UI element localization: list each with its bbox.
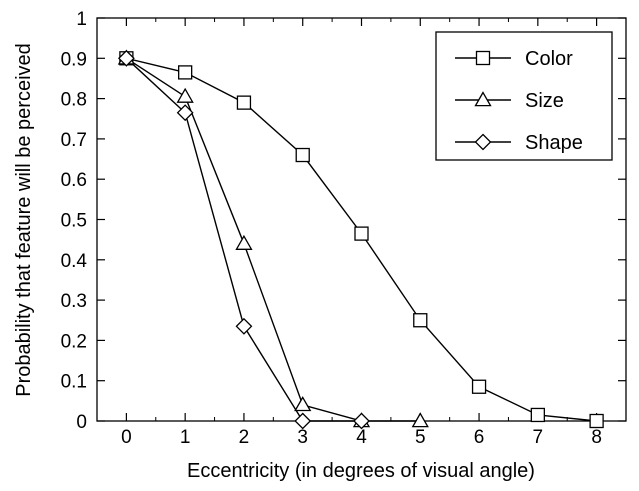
y-tick-label: 0.6	[61, 170, 87, 191]
legend-item: Shape	[455, 132, 583, 154]
data-point	[471, 379, 487, 394]
data-point	[411, 412, 429, 428]
data-point	[178, 65, 193, 80]
data-point	[294, 412, 312, 430]
data-point	[235, 234, 253, 250]
legend-item: Size	[455, 90, 564, 112]
y-tick-label: 0.4	[61, 251, 88, 272]
x-tick-label: 3	[297, 427, 308, 448]
tick-labels: 0 1 2 3 4 5 6 7 8 0 0.1 0.2 0.3 0.4 0.5 0.6 0.7 0.8 0.9 1	[61, 9, 602, 448]
x-tick-label: 2	[239, 427, 250, 448]
data-point	[235, 317, 253, 335]
series-markers-shape	[117, 49, 370, 430]
data-point	[295, 147, 310, 163]
data-point	[117, 49, 135, 67]
data-point	[236, 95, 252, 110]
y-tick-label: 0.5	[61, 211, 87, 232]
series-markers-size	[117, 49, 429, 428]
y-tick-label: 0.8	[61, 90, 87, 111]
legend-marker	[474, 133, 492, 151]
x-tick-label: 8	[591, 427, 602, 448]
y-axis-title: Probability that feature will be perceiv…	[13, 43, 35, 397]
data-point	[589, 413, 604, 429]
x-tick-label: 4	[356, 427, 367, 448]
x-tick-label: 6	[474, 427, 485, 448]
legend-label: Color	[525, 48, 573, 70]
legend-items: Color Size Shape	[455, 48, 583, 154]
data-point	[294, 396, 312, 412]
y-tick-label: 0.3	[61, 291, 87, 312]
series-markers-color	[119, 51, 604, 429]
axis-ticks	[97, 17, 626, 422]
legend-box	[435, 31, 613, 161]
data-point	[354, 226, 369, 241]
series-size	[126, 57, 421, 422]
legend-marker	[475, 50, 491, 66]
data-point	[413, 313, 428, 328]
data-point	[176, 87, 194, 103]
x-tick-label: 7	[533, 427, 544, 448]
y-tick-label: 0.9	[61, 49, 87, 70]
legend: Color Size Shape	[435, 31, 613, 161]
legend-label: Shape	[525, 132, 583, 154]
data-point	[176, 104, 194, 122]
x-tick-label: 5	[415, 427, 426, 448]
y-tick-label: 1	[76, 9, 87, 30]
legend-label: Size	[525, 90, 564, 112]
x-axis-title: Eccentricity (in degrees of visual angle…	[187, 460, 535, 482]
series-layer	[117, 49, 604, 430]
legend-item: Color	[455, 48, 573, 70]
x-tick-label: 0	[121, 427, 132, 448]
y-tick-label: 0.1	[61, 372, 87, 393]
y-tick-label: 0.7	[61, 130, 87, 151]
legend-marker	[474, 91, 492, 107]
data-point	[353, 412, 370, 430]
data-point	[530, 407, 545, 423]
y-tick-label: 0.2	[61, 331, 87, 352]
x-tick-label: 1	[180, 427, 191, 448]
y-tick-label: 0	[76, 412, 87, 433]
series-line	[126, 57, 421, 422]
